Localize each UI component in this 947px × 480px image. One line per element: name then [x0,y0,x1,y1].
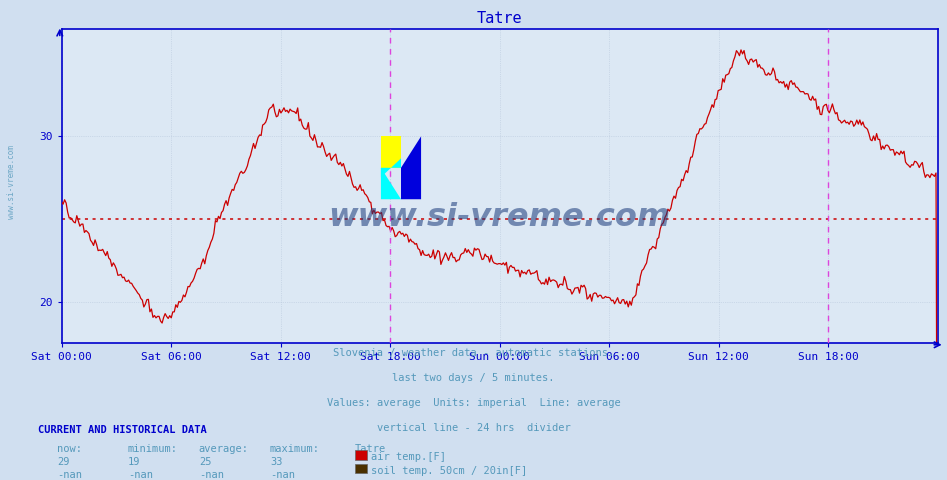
Text: 29: 29 [57,457,69,467]
Text: Tatre: Tatre [355,444,386,454]
Text: soil temp. 50cm / 20in[F]: soil temp. 50cm / 20in[F] [371,466,527,476]
Polygon shape [401,136,421,199]
Text: maximum:: maximum: [270,444,320,454]
Text: now:: now: [57,444,81,454]
Text: 25: 25 [199,457,211,467]
Text: last two days / 5 minutes.: last two days / 5 minutes. [392,373,555,383]
Text: -nan: -nan [57,470,81,480]
Text: 33: 33 [270,457,282,467]
Text: Values: average  Units: imperial  Line: average: Values: average Units: imperial Line: av… [327,398,620,408]
Text: Slovenia / weather data - automatic stations.: Slovenia / weather data - automatic stat… [333,348,614,358]
Text: vertical line - 24 hrs  divider: vertical line - 24 hrs divider [377,423,570,433]
Text: -nan: -nan [199,470,223,480]
Polygon shape [381,168,401,199]
Title: Tatre: Tatre [476,11,523,26]
Text: -nan: -nan [270,470,295,480]
Text: www.si-vreme.com: www.si-vreme.com [7,145,16,219]
Text: 19: 19 [128,457,140,467]
Text: -nan: -nan [128,470,152,480]
Text: minimum:: minimum: [128,444,178,454]
Bar [381,136,401,168]
Text: CURRENT AND HISTORICAL DATA: CURRENT AND HISTORICAL DATA [38,425,206,435]
Polygon shape [381,158,401,177]
Text: air temp.[F]: air temp.[F] [371,452,446,462]
Text: average:: average: [199,444,249,454]
Text: www.si-vreme.com: www.si-vreme.com [329,202,670,233]
